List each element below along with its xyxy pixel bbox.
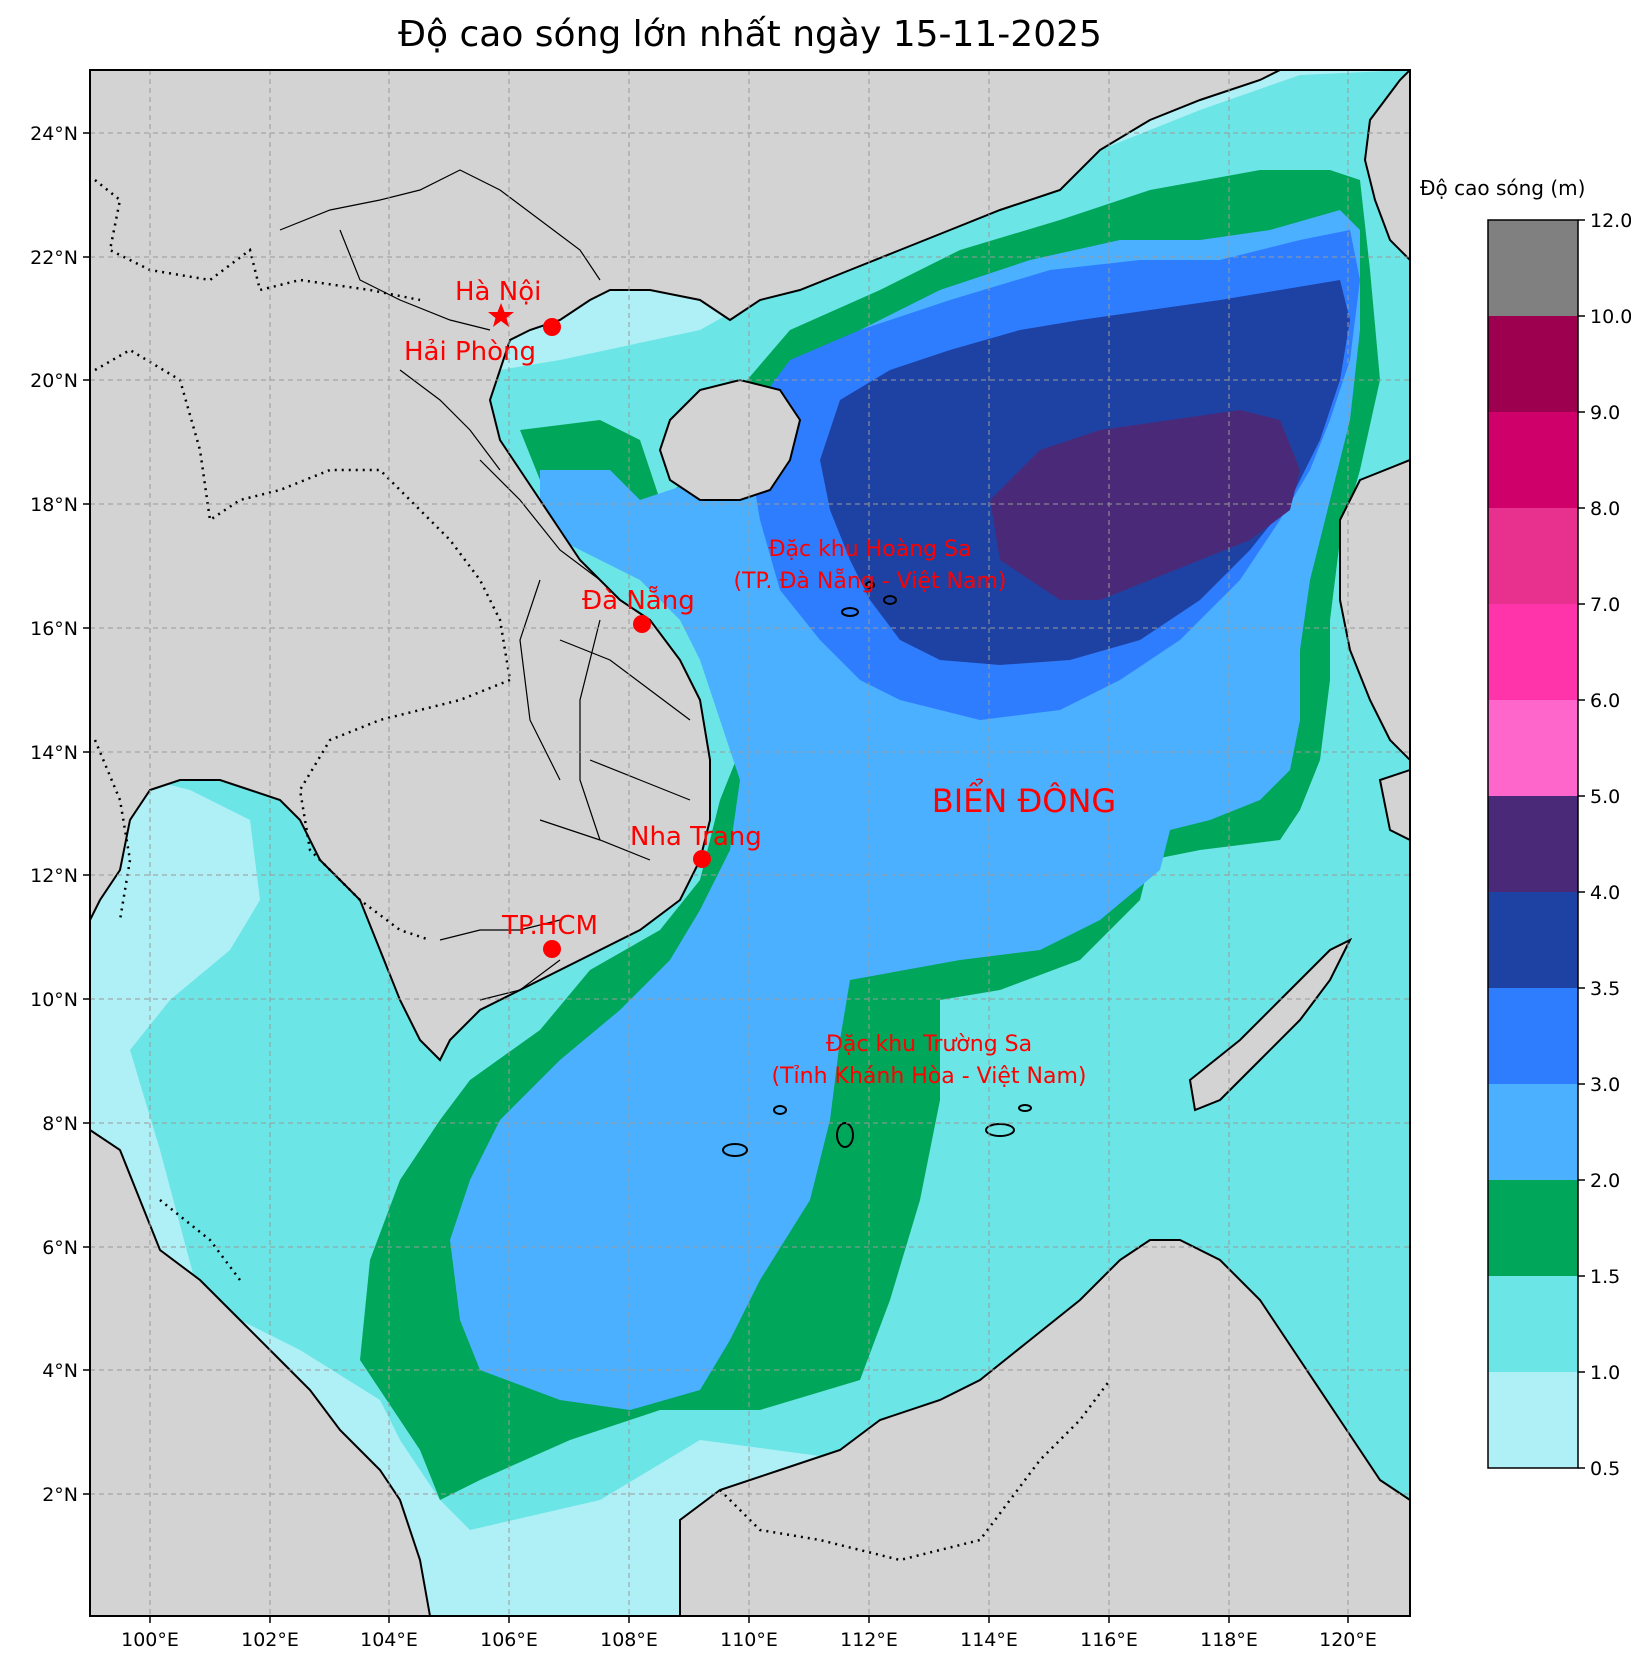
y-tick-label: 2°N	[42, 1484, 78, 1506]
land-philippines	[1339, 458, 1410, 762]
colorbar-frame	[1487, 219, 1579, 1469]
y-tick-label: 12°N	[30, 865, 78, 887]
y-tick-label: 6°N	[42, 1237, 78, 1259]
y-tick-label: 18°N	[30, 494, 78, 516]
colorbar-swatch	[1488, 1276, 1578, 1372]
colorbar-swatch	[1488, 508, 1578, 604]
colorbar-tick-label: 7.0	[1590, 594, 1620, 616]
colorbar-tick-label: 8.0	[1590, 498, 1620, 520]
x-tick-label: 108°E	[600, 1629, 658, 1651]
land-hainan	[658, 378, 802, 501]
x-tick-label: 102°E	[241, 1629, 299, 1651]
province-borders	[279, 169, 691, 1001]
x-tick-label: 110°E	[720, 1629, 778, 1651]
wave-band-4-0	[990, 410, 1300, 600]
paracel-islands	[841, 581, 897, 617]
colorbar-tick-label: 9.0	[1590, 402, 1620, 424]
colorbar-tick-label: 1.5	[1590, 1266, 1620, 1288]
land-palawan	[1188, 937, 1353, 1112]
x-tick-label: 106°E	[480, 1629, 538, 1651]
spratly-islands	[722, 1104, 1032, 1157]
x-tick-label: 112°E	[840, 1629, 898, 1651]
land-taiwan	[1363, 70, 1410, 262]
colorbar-swatch	[1488, 412, 1578, 508]
colorbar-tick-label: 3.0	[1590, 1074, 1620, 1096]
colorbar-tick-label: 0.5	[1590, 1458, 1620, 1480]
x-tick-label: 114°E	[960, 1629, 1018, 1651]
y-tick-label: 8°N	[42, 1113, 78, 1135]
haiphong-marker	[543, 318, 561, 336]
colorbar-tick-label: 6.0	[1590, 690, 1620, 712]
hcm-marker	[543, 940, 561, 958]
colorbar-swatch	[1488, 700, 1578, 796]
map-plot-area: Hà Nội Hải Phòng Đà Nẵng Nha Trang TP.HC…	[90, 70, 1410, 1616]
colorbar-swatch	[1488, 1084, 1578, 1180]
land-mindoro	[1378, 768, 1410, 842]
hoangsa-label-line1: Đặc khu Hoàng Sa	[768, 537, 971, 562]
colorbar-swatch	[1488, 316, 1578, 412]
truongsa-label-line2: (Tỉnh Khánh Hòa - Việt Nam)	[772, 1064, 1087, 1089]
colorbar-swatch	[1488, 1180, 1578, 1276]
colorbar: 0.5 1.0 1.5 2.0 3.0 3.5 4.0 5.0 6.0 7.0 …	[1487, 210, 1631, 1480]
nhatrang-marker	[693, 850, 711, 868]
colorbar-swatches	[1488, 220, 1578, 1468]
y-axis: 24°N 22°N 20°N 18°N 16°N 14°N 12°N 10°N …	[30, 123, 90, 1506]
x-tick-label: 100°E	[121, 1629, 179, 1651]
y-tick-label: 14°N	[30, 742, 78, 764]
colorbar-swatch	[1488, 220, 1578, 316]
hoangsa-label-line2: (TP. Đà Nẵng - Việt Nam)	[734, 568, 1007, 594]
bien-dong-label: BIỂN ĐÔNG	[932, 778, 1116, 820]
map-gridlines	[90, 70, 1410, 1616]
map-title: Độ cao sóng lớn nhất ngày 15-11-2025	[398, 14, 1102, 55]
y-tick-label: 4°N	[42, 1360, 78, 1382]
colorbar-tick-label: 12.0	[1590, 210, 1631, 232]
x-tick-label: 120°E	[1319, 1629, 1377, 1651]
haiphong-label: Hải Phòng	[404, 337, 536, 367]
land-borneo	[679, 1239, 1410, 1616]
colorbar-swatch	[1488, 1372, 1578, 1468]
colorbar-swatch	[1488, 604, 1578, 700]
nhatrang-label: Nha Trang	[630, 822, 762, 852]
y-tick-label: 10°N	[30, 989, 78, 1011]
x-axis: 100°E 102°E 104°E 106°E 108°E 110°E 112°…	[121, 1616, 1377, 1651]
danang-label: Đà Nẵng	[582, 585, 695, 616]
colorbar-swatch	[1488, 796, 1578, 892]
y-tick-label: 20°N	[30, 370, 78, 392]
truongsa-label-line1: Đặc khu Trường Sa	[826, 1032, 1032, 1057]
hanoi-label: Hà Nội	[455, 277, 541, 307]
y-tick-label: 16°N	[30, 618, 78, 640]
danang-marker	[633, 615, 651, 633]
hcm-label: TP.HCM	[501, 911, 598, 941]
colorbar-tick-label: 2.0	[1590, 1170, 1620, 1192]
colorbar-tick-label: 3.5	[1590, 978, 1620, 1000]
map-frame	[89, 69, 1411, 1617]
colorbar-title: Độ cao sóng (m)	[1420, 176, 1586, 200]
colorbar-tick-label: 10.0	[1590, 306, 1631, 328]
y-tick-label: 22°N	[30, 247, 78, 269]
land-mainland	[90, 70, 1281, 1062]
y-tick-label: 24°N	[30, 123, 78, 145]
national-borders	[93, 179, 1111, 1562]
colorbar-tick-label: 1.0	[1590, 1362, 1620, 1384]
colorbar-tick-label: 5.0	[1590, 786, 1620, 808]
colorbar-swatch	[1488, 892, 1578, 988]
hanoi-star-marker	[488, 303, 514, 327]
x-tick-label: 104°E	[360, 1629, 418, 1651]
colorbar-swatch	[1488, 988, 1578, 1084]
x-tick-label: 118°E	[1200, 1629, 1258, 1651]
colorbar-tick-label: 4.0	[1590, 882, 1620, 904]
x-tick-label: 116°E	[1080, 1629, 1138, 1651]
